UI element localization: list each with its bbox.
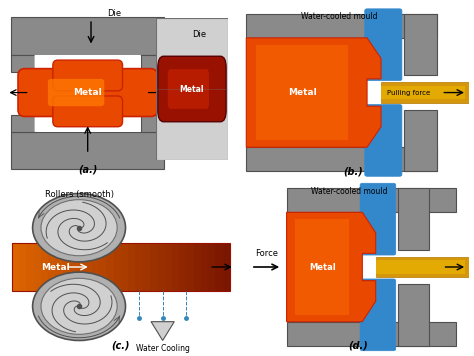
- FancyBboxPatch shape: [255, 45, 348, 140]
- FancyBboxPatch shape: [216, 243, 223, 291]
- FancyBboxPatch shape: [223, 243, 230, 291]
- FancyBboxPatch shape: [360, 279, 396, 351]
- FancyBboxPatch shape: [53, 60, 122, 91]
- Circle shape: [33, 194, 126, 262]
- FancyBboxPatch shape: [84, 243, 92, 291]
- FancyBboxPatch shape: [365, 9, 402, 80]
- Text: Water-cooled mould: Water-cooled mould: [301, 12, 377, 21]
- Polygon shape: [35, 98, 141, 132]
- FancyBboxPatch shape: [114, 243, 121, 291]
- FancyBboxPatch shape: [376, 260, 465, 274]
- FancyBboxPatch shape: [77, 243, 85, 291]
- FancyBboxPatch shape: [194, 243, 201, 291]
- FancyBboxPatch shape: [11, 115, 35, 132]
- Text: (d.): (d.): [348, 341, 368, 351]
- FancyBboxPatch shape: [208, 243, 216, 291]
- FancyBboxPatch shape: [11, 132, 164, 169]
- FancyBboxPatch shape: [404, 14, 437, 75]
- FancyBboxPatch shape: [141, 115, 164, 132]
- FancyBboxPatch shape: [246, 147, 437, 171]
- FancyBboxPatch shape: [128, 243, 136, 291]
- Text: Pulling force: Pulling force: [387, 90, 430, 95]
- FancyBboxPatch shape: [11, 55, 35, 72]
- Text: Metal: Metal: [73, 88, 102, 97]
- Text: (b.): (b.): [343, 166, 363, 176]
- FancyBboxPatch shape: [156, 18, 228, 160]
- FancyBboxPatch shape: [121, 243, 128, 291]
- FancyBboxPatch shape: [18, 69, 157, 116]
- FancyBboxPatch shape: [34, 243, 41, 291]
- FancyBboxPatch shape: [136, 243, 143, 291]
- FancyBboxPatch shape: [157, 243, 165, 291]
- Polygon shape: [287, 212, 376, 322]
- FancyBboxPatch shape: [99, 243, 107, 291]
- FancyBboxPatch shape: [287, 188, 456, 212]
- FancyBboxPatch shape: [48, 243, 56, 291]
- FancyBboxPatch shape: [55, 243, 63, 291]
- FancyBboxPatch shape: [70, 243, 78, 291]
- FancyBboxPatch shape: [141, 55, 164, 72]
- FancyBboxPatch shape: [381, 82, 469, 103]
- FancyBboxPatch shape: [398, 284, 429, 346]
- FancyBboxPatch shape: [48, 79, 104, 106]
- FancyBboxPatch shape: [186, 243, 194, 291]
- Text: Die: Die: [108, 10, 122, 19]
- Text: Water Cooling: Water Cooling: [136, 344, 190, 353]
- FancyBboxPatch shape: [376, 257, 469, 277]
- Text: (c.): (c.): [111, 341, 130, 351]
- Text: (a.): (a.): [78, 164, 97, 174]
- FancyBboxPatch shape: [172, 243, 180, 291]
- Circle shape: [33, 272, 126, 340]
- FancyBboxPatch shape: [106, 243, 114, 291]
- Polygon shape: [35, 55, 141, 89]
- FancyBboxPatch shape: [12, 243, 19, 291]
- Text: Metal: Metal: [288, 88, 317, 97]
- Text: Force: Force: [255, 249, 278, 258]
- Text: Water-cooled mould: Water-cooled mould: [311, 187, 387, 196]
- FancyBboxPatch shape: [365, 105, 402, 176]
- FancyBboxPatch shape: [53, 96, 122, 127]
- FancyBboxPatch shape: [398, 188, 429, 250]
- Text: Die: Die: [192, 30, 206, 40]
- Circle shape: [41, 278, 117, 334]
- FancyBboxPatch shape: [360, 183, 396, 255]
- Text: Metal: Metal: [309, 262, 336, 272]
- FancyBboxPatch shape: [63, 243, 71, 291]
- FancyBboxPatch shape: [41, 243, 48, 291]
- FancyBboxPatch shape: [92, 243, 100, 291]
- FancyBboxPatch shape: [26, 243, 34, 291]
- FancyBboxPatch shape: [287, 322, 456, 346]
- FancyBboxPatch shape: [143, 243, 150, 291]
- FancyBboxPatch shape: [150, 243, 158, 291]
- FancyBboxPatch shape: [168, 69, 209, 109]
- FancyBboxPatch shape: [19, 243, 27, 291]
- FancyBboxPatch shape: [11, 17, 164, 55]
- FancyBboxPatch shape: [5, 14, 171, 164]
- FancyBboxPatch shape: [295, 219, 349, 315]
- Polygon shape: [246, 38, 381, 147]
- FancyBboxPatch shape: [246, 14, 437, 38]
- FancyBboxPatch shape: [179, 243, 187, 291]
- Text: Metal: Metal: [41, 262, 70, 272]
- FancyBboxPatch shape: [201, 243, 209, 291]
- Text: Metal: Metal: [180, 84, 204, 94]
- Polygon shape: [151, 322, 174, 340]
- FancyBboxPatch shape: [158, 56, 226, 122]
- FancyBboxPatch shape: [381, 86, 465, 99]
- Circle shape: [41, 200, 117, 256]
- FancyBboxPatch shape: [164, 243, 172, 291]
- FancyBboxPatch shape: [404, 110, 437, 171]
- Text: Rollers (smooth): Rollers (smooth): [45, 190, 114, 199]
